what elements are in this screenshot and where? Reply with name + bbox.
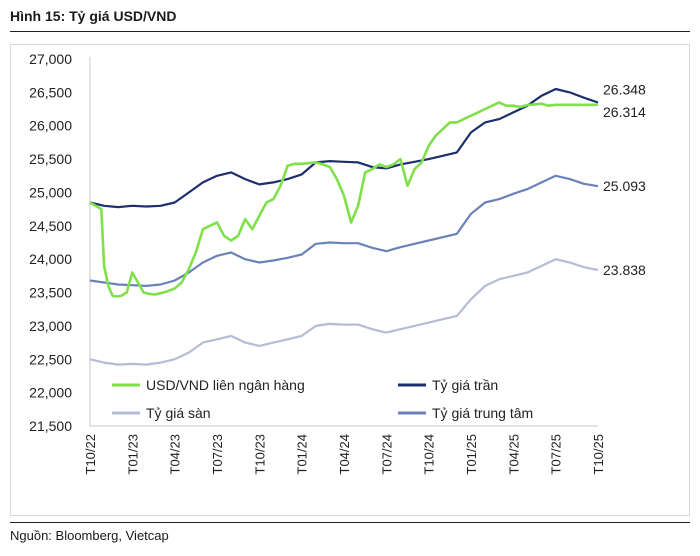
x-tick-label: T07/24 xyxy=(379,434,394,474)
y-tick-label: 24,500 xyxy=(29,218,72,234)
y-tick-label: 26,000 xyxy=(29,118,72,134)
series-end-label: 26.314 xyxy=(603,104,646,120)
legend-label: Tỷ giá trung tâm xyxy=(432,405,533,421)
series-line-central-rate xyxy=(89,174,599,287)
x-tick-label: T01/24 xyxy=(295,434,310,474)
y-tick-label: 25,000 xyxy=(29,184,72,200)
x-tick-label: T01/23 xyxy=(125,434,140,474)
x-tick-label: T07/23 xyxy=(210,434,225,474)
y-tick-label: 22,500 xyxy=(29,351,72,367)
x-tick-label: T01/25 xyxy=(464,434,479,474)
title-divider xyxy=(10,31,690,32)
figure-title: Hình 15: Tỷ giá USD/VND xyxy=(10,8,177,24)
chart-frame xyxy=(10,44,690,516)
y-tick-label: 21,500 xyxy=(29,418,72,434)
legend-label: Tỷ giá sàn xyxy=(146,405,211,421)
usd-vnd-line-chart: 21,500 22,000 22,500 23,000 23,500 24,000 24,5… xyxy=(29,51,646,474)
x-tick-label: T04/25 xyxy=(506,434,521,474)
y-tick-label: 22,000 xyxy=(29,385,72,401)
x-tick-label: T04/23 xyxy=(168,434,183,474)
source-divider xyxy=(10,522,690,523)
y-tick-label: 26,500 xyxy=(29,84,72,100)
series-line-floor-rate xyxy=(89,258,599,366)
y-tick-label: 23,000 xyxy=(29,318,72,334)
source-note: Nguồn: Bloomberg, Vietcap xyxy=(10,528,169,543)
series-line-usd-vnd-interbank xyxy=(89,101,598,298)
y-tick-label: 27,000 xyxy=(29,51,72,67)
x-tick-label: T10/22 xyxy=(83,434,98,474)
legend-label: Tỷ giá trần xyxy=(432,377,498,393)
x-tick-label: T10/23 xyxy=(252,434,267,474)
series-line-ceiling-rate xyxy=(89,87,599,209)
x-tick-label: T04/24 xyxy=(337,434,352,474)
x-tick-label: T10/24 xyxy=(422,434,437,474)
series-end-label: 26.348 xyxy=(603,82,646,98)
series-end-label: 23.838 xyxy=(603,262,646,278)
y-tick-label: 25,500 xyxy=(29,151,72,167)
legend-label: USD/VND liên ngân hàng xyxy=(146,377,305,393)
series-end-label: 25.093 xyxy=(603,178,646,194)
y-tick-label: 24,000 xyxy=(29,251,72,267)
y-tick-label: 23,500 xyxy=(29,285,72,301)
x-tick-label: T10/25 xyxy=(591,434,606,474)
x-tick-label: T07/25 xyxy=(549,434,564,474)
